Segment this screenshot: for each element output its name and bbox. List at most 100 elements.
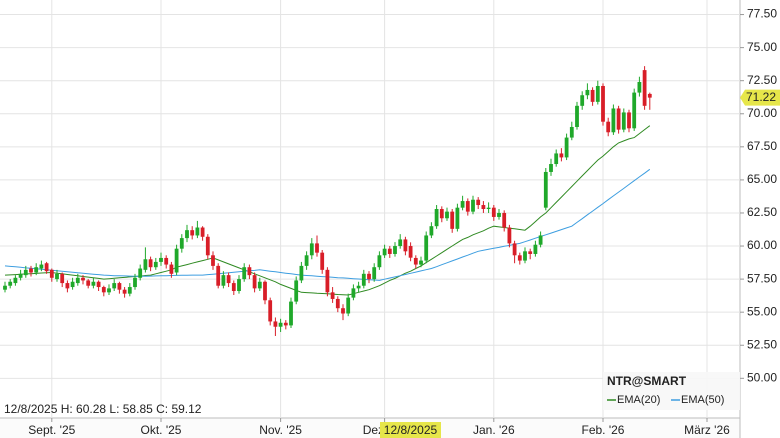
candle-body — [398, 239, 403, 247]
candle-body — [257, 281, 262, 289]
candle-body — [538, 235, 543, 245]
candle-body — [179, 238, 184, 249]
candle-body — [393, 246, 397, 254]
candle-body — [148, 259, 153, 268]
candle-body — [330, 292, 335, 299]
candle-body — [507, 227, 512, 244]
candle-body — [195, 227, 200, 236]
candle-body — [29, 268, 33, 273]
legend-box — [603, 372, 740, 410]
candle-body — [543, 171, 548, 208]
candle-body — [127, 287, 132, 294]
candle-body — [60, 273, 65, 284]
candle-body — [153, 261, 158, 268]
candle-body — [289, 301, 293, 326]
y-tick-label: 50.00 — [747, 370, 777, 384]
candle-body — [351, 288, 356, 298]
candle-body — [595, 85, 600, 102]
candle-body — [122, 289, 127, 294]
candle-body — [481, 205, 486, 209]
x-tick-label: Sept. '25 — [28, 423, 75, 437]
y-tick-label: 52.50 — [747, 337, 777, 351]
candle-body — [403, 239, 408, 252]
candle-body — [18, 273, 23, 278]
candle-body — [408, 246, 413, 258]
candle-body — [512, 243, 517, 256]
last-price-box — [740, 89, 780, 106]
x-tick-label: Nov. '25 — [259, 423, 302, 437]
candle-body — [143, 259, 148, 270]
candle-body — [55, 273, 59, 280]
candle-body — [580, 95, 585, 106]
candle-body — [320, 252, 325, 270]
candle-body — [34, 267, 39, 273]
candle-body — [471, 199, 475, 212]
candle-body — [559, 153, 564, 158]
candle-body — [75, 277, 80, 284]
y-tick-label: 75.00 — [747, 40, 777, 54]
candle-body — [86, 280, 91, 286]
candle-body — [70, 281, 75, 288]
candle-body — [200, 227, 205, 237]
candle-body — [367, 273, 371, 280]
candle-body — [465, 201, 470, 212]
candle-body — [476, 199, 481, 206]
candle-body — [564, 137, 569, 158]
candle-body — [606, 121, 611, 133]
candle-body — [569, 126, 574, 138]
candle-body — [341, 308, 345, 314]
candle-body — [601, 85, 605, 122]
candle-body — [585, 89, 590, 96]
legend-label: EMA(20) — [617, 394, 660, 406]
candle-body — [356, 285, 361, 289]
crosshair-date-box — [380, 422, 441, 438]
candle-body — [159, 257, 163, 262]
candle-body — [611, 108, 616, 133]
x-tick-label: Okt. '25 — [141, 423, 182, 437]
y-tick-label: 55.00 — [747, 304, 777, 318]
y-tick-label: 62.50 — [747, 205, 777, 219]
candle-body — [315, 243, 319, 253]
x-tick-label: Feb. '26 — [582, 423, 625, 437]
y-tick-label: 57.50 — [747, 271, 777, 285]
candles — [3, 66, 652, 336]
candle-body — [174, 248, 179, 273]
candle-body — [237, 279, 241, 292]
candle-body — [278, 322, 283, 327]
legend-title: NTR@SMART — [607, 374, 687, 388]
candle-body — [429, 226, 434, 236]
candle-body — [242, 267, 247, 280]
candle-body — [491, 207, 496, 217]
candle-body — [460, 201, 465, 208]
candle-body — [91, 281, 96, 286]
candle-body — [133, 277, 137, 288]
candle-body — [247, 267, 252, 276]
candle-body — [372, 267, 377, 280]
candle-body — [226, 275, 231, 284]
candle-body — [590, 89, 595, 102]
candle-body — [190, 230, 195, 236]
candle-body — [647, 93, 652, 98]
candle-body — [434, 209, 439, 227]
candle-body — [616, 108, 621, 130]
y-tick-label: 65.00 — [747, 172, 777, 186]
last-price-label: 71.22 — [746, 90, 776, 104]
candle-body — [112, 283, 117, 289]
y-tick-label: 72.50 — [747, 73, 777, 87]
candle-body — [424, 235, 429, 261]
candle-body — [450, 211, 455, 229]
candle-body — [185, 230, 189, 239]
candle-body — [216, 265, 221, 286]
candle-body — [549, 164, 553, 172]
candle-body — [13, 277, 18, 284]
axes: 50.00 52.50 55.00 57.50 60.00 62.50 65.00 67.50… — [28, 7, 780, 438]
y-tick-label: 70.00 — [747, 106, 777, 120]
candle-body — [377, 255, 382, 268]
candle-body — [81, 277, 85, 281]
candle-body — [309, 243, 314, 256]
candle-body — [455, 207, 460, 229]
candle-body — [49, 269, 54, 278]
